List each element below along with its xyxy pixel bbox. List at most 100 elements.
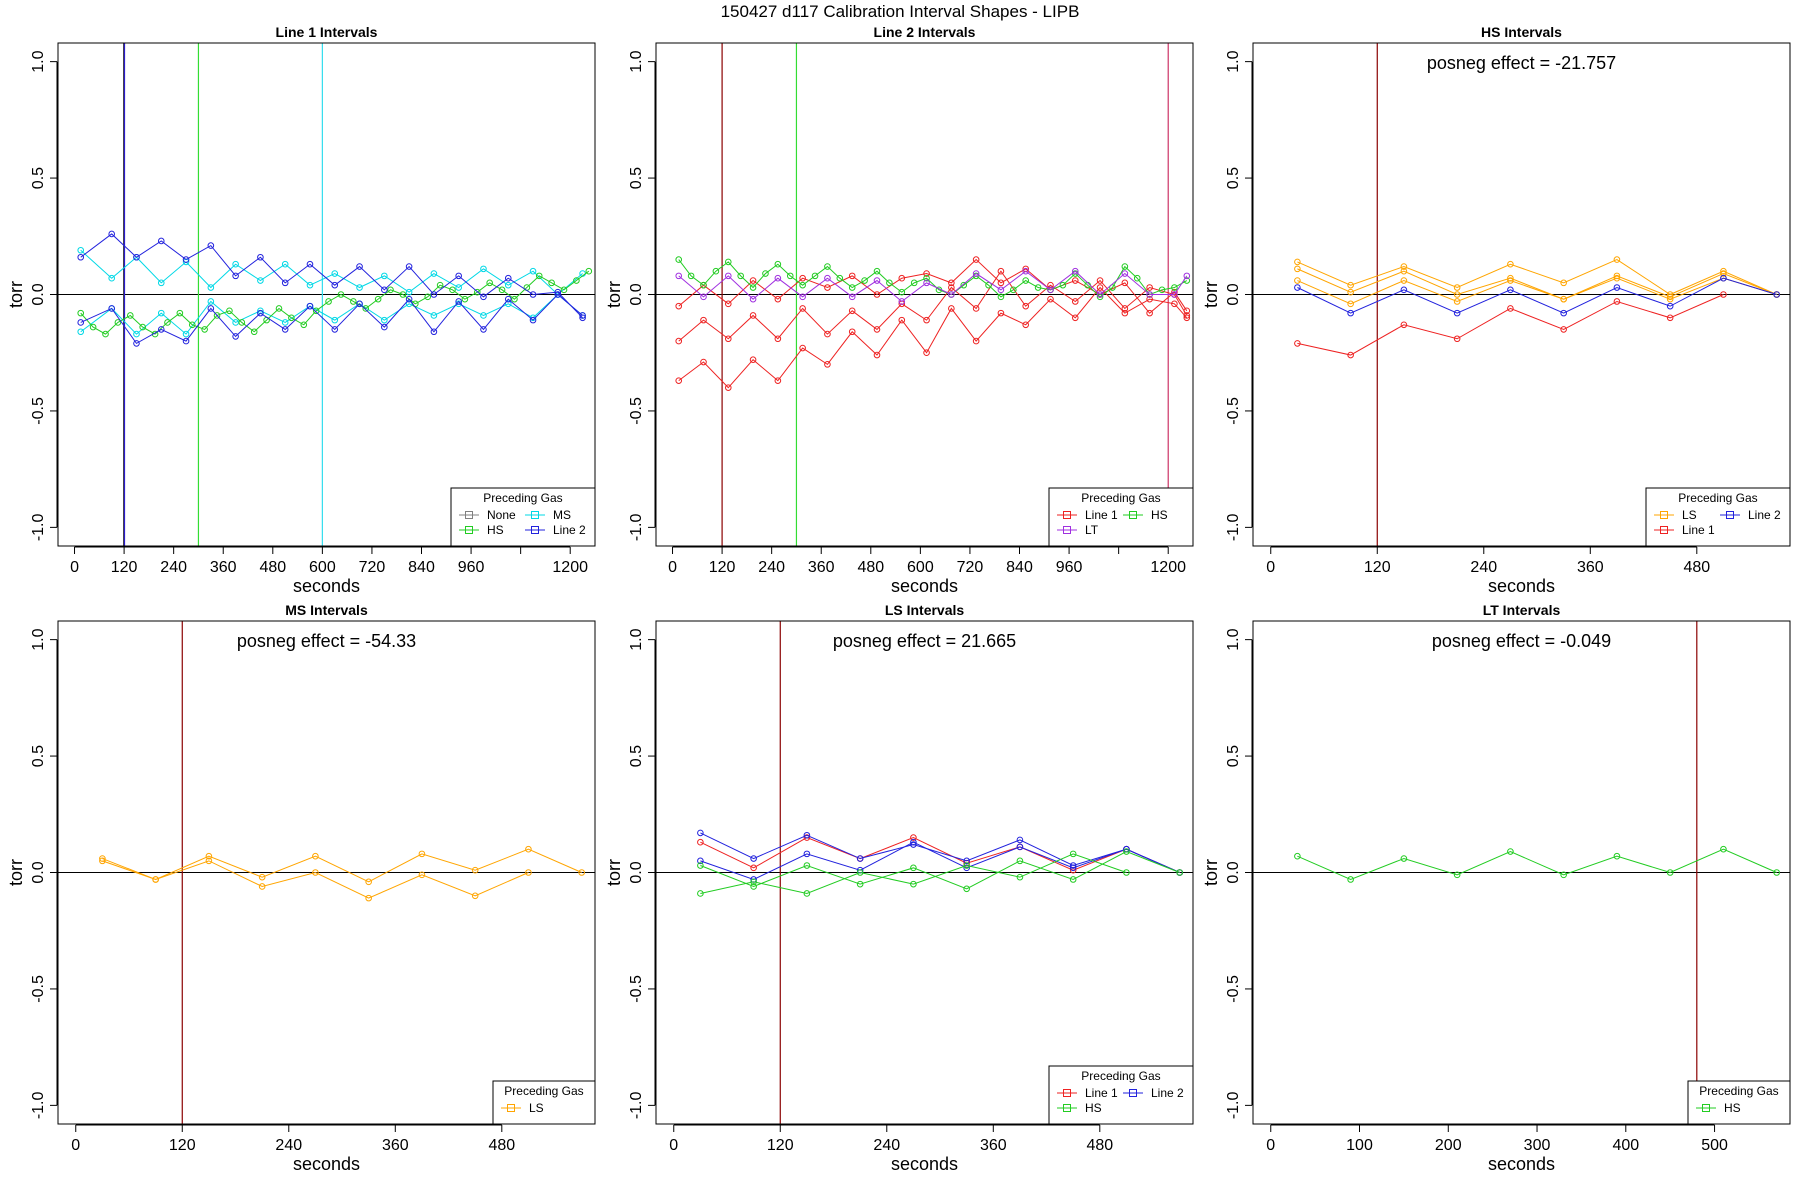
data-point bbox=[525, 845, 532, 853]
y-axis-label: torr bbox=[604, 859, 624, 886]
legend-entry: LS bbox=[1654, 508, 1697, 522]
x-tick-label: 120 bbox=[111, 559, 138, 576]
data-point bbox=[381, 286, 388, 294]
data-point bbox=[923, 270, 930, 277]
legend: Preceding Gas None MS HS Line 2 bbox=[450, 487, 596, 547]
y-tick-label: 1.0 bbox=[30, 50, 47, 72]
data-point bbox=[1069, 876, 1077, 883]
x-tick-label: 960 bbox=[1056, 559, 1083, 576]
data-point bbox=[910, 279, 918, 287]
data-point bbox=[1666, 869, 1674, 876]
plot-frame bbox=[57, 620, 596, 1125]
data-point bbox=[1720, 291, 1727, 298]
data-point bbox=[985, 281, 992, 289]
series-line-1 bbox=[675, 256, 1191, 317]
data-point bbox=[1123, 869, 1130, 876]
x-tick-label: 300 bbox=[1524, 1137, 1551, 1154]
y-tick-label: 1.0 bbox=[1225, 50, 1242, 72]
legend-label: HS bbox=[487, 523, 504, 537]
data-point bbox=[1121, 309, 1129, 317]
x-axis: 0 120 240 360 480 seconds bbox=[1266, 546, 1710, 596]
x-tick-label: 720 bbox=[359, 559, 386, 576]
x-tick-label: 120 bbox=[709, 559, 736, 576]
series-ls bbox=[1294, 265, 1780, 303]
series-line bbox=[102, 860, 529, 899]
legend: Preceding Gas LS bbox=[492, 1080, 596, 1125]
panel-3: HS Intervals 0 120 240 360 480 seconds -1.0 -0.5… bbox=[1201, 24, 1791, 596]
y-tick-label: -0.5 bbox=[1225, 975, 1242, 1003]
x-tick-label: 480 bbox=[1683, 559, 1710, 576]
data-point bbox=[205, 852, 213, 860]
series-line-1 bbox=[675, 267, 1191, 345]
x-tick-label: 0 bbox=[668, 559, 677, 576]
legend-swatch-square bbox=[1063, 526, 1071, 534]
x-axis: 0 120 240 360 480 seconds bbox=[669, 1124, 1113, 1174]
data-point bbox=[856, 869, 864, 876]
data-point bbox=[1022, 267, 1030, 275]
data-point bbox=[1507, 848, 1514, 855]
data-point bbox=[430, 270, 438, 277]
y-tick-label: -1.0 bbox=[628, 513, 645, 541]
data-point bbox=[948, 291, 955, 298]
y-tick-label: 1.0 bbox=[628, 50, 645, 72]
data-point bbox=[374, 295, 382, 303]
legend-entry: Line 1 bbox=[1654, 523, 1715, 537]
data-point bbox=[504, 300, 512, 308]
data-point bbox=[1047, 286, 1054, 294]
series-line-1 bbox=[1294, 291, 1727, 359]
data-point bbox=[424, 293, 432, 301]
data-point bbox=[525, 869, 532, 876]
data-point bbox=[250, 328, 258, 336]
data-point bbox=[430, 291, 438, 298]
data-point bbox=[232, 319, 239, 326]
data-point bbox=[306, 281, 314, 289]
data-point bbox=[697, 890, 704, 897]
data-point bbox=[381, 316, 388, 324]
data-point bbox=[579, 312, 586, 319]
y-axis-label: torr bbox=[6, 281, 26, 308]
plot-frame bbox=[1252, 42, 1791, 547]
data-point bbox=[486, 279, 493, 287]
legend-box bbox=[492, 1080, 596, 1125]
data-point bbox=[675, 337, 683, 345]
y-tick-label: 0.0 bbox=[1225, 861, 1242, 883]
legend-entry: Line 1 bbox=[1057, 508, 1118, 522]
x-tick-label: 1200 bbox=[552, 559, 588, 576]
y-tick-label: -1.0 bbox=[1225, 513, 1242, 541]
x-tick-label: 0 bbox=[71, 1137, 80, 1154]
y-tick-label: 0.5 bbox=[1225, 167, 1242, 189]
legend-swatch-square bbox=[1660, 511, 1668, 519]
y-axis: -1.0 -0.5 0.0 0.5 1.0 torr bbox=[6, 50, 58, 541]
x-axis: 0 120 240 360 480 seconds bbox=[71, 1124, 515, 1174]
y-tick-label: -0.5 bbox=[1225, 397, 1242, 425]
data-point bbox=[824, 284, 831, 291]
data-point bbox=[1613, 274, 1621, 282]
legend-swatch-square bbox=[531, 511, 539, 519]
posneg-annotation: posneg effect = 21.665 bbox=[833, 631, 1016, 651]
series-ls bbox=[99, 857, 532, 902]
y-axis-label: torr bbox=[1201, 859, 1221, 886]
data-point bbox=[133, 330, 140, 338]
legend-swatch-square bbox=[531, 526, 539, 534]
legend: Preceding Gas Line 1 HS LT bbox=[1048, 487, 1194, 547]
series-hs bbox=[1294, 845, 1780, 883]
data-point bbox=[418, 850, 426, 858]
data-point bbox=[331, 281, 339, 289]
data-point bbox=[1453, 291, 1461, 298]
data-point bbox=[480, 312, 487, 319]
data-point bbox=[1121, 263, 1129, 270]
data-point bbox=[786, 272, 794, 280]
data-point bbox=[724, 300, 732, 308]
data-point bbox=[205, 857, 213, 865]
data-point bbox=[799, 274, 806, 282]
data-point bbox=[455, 298, 462, 305]
y-axis-label: torr bbox=[604, 281, 624, 308]
series-line bbox=[1297, 268, 1777, 300]
data-point bbox=[1347, 351, 1354, 359]
data-point bbox=[430, 312, 438, 319]
data-point bbox=[1069, 864, 1077, 872]
data-point bbox=[350, 298, 357, 305]
legend-box bbox=[450, 487, 596, 547]
data-point bbox=[281, 260, 289, 268]
